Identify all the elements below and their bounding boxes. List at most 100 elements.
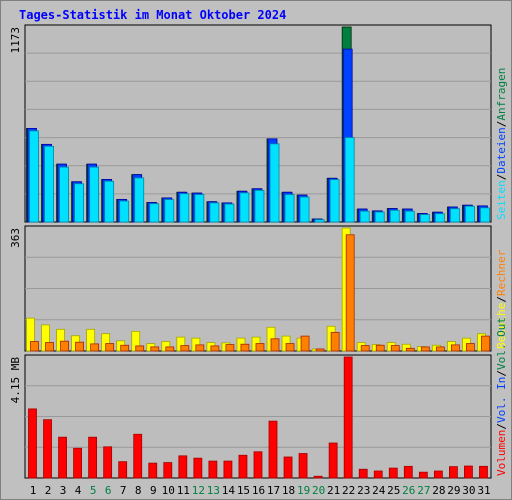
rechner-bar [330,331,340,352]
rechner-bar [105,343,115,352]
volumen-bar [148,462,158,479]
day-label: 1 [30,484,37,497]
day-label: 24 [372,484,386,497]
day-label: 25 [387,484,400,497]
seiten-bar [254,190,265,223]
rechner-bar [60,340,69,352]
volumen-bar [328,442,338,479]
day-label: 31 [477,484,490,497]
rechner-bar [135,345,145,352]
seiten-bar [134,177,145,223]
legend-entry: Vol. Out [495,317,508,370]
seiten-bar [164,199,175,223]
legend-entry: / [495,370,508,377]
day-label: 15 [237,484,250,497]
volumen-bar [43,419,52,479]
day-label: 20 [312,484,325,497]
seiten-bar [74,183,84,223]
seiten-bar [284,194,295,223]
rechner-bar [481,335,490,352]
legend-entry: Seiten [495,180,508,220]
seiten-bar [314,219,325,223]
rechner-bar [315,348,325,352]
rechner-bar [45,342,54,352]
seiten-bar [404,210,415,223]
seiten-bar [480,207,490,223]
rechner-bar [435,346,445,352]
volumen-bar [358,468,368,479]
rechner-bar [180,345,190,352]
seiten-bar [434,213,445,223]
seiten-bar [44,145,54,223]
rechner-bar [375,344,385,352]
rechner-bar [360,345,370,352]
seiten-bar [239,192,250,223]
volumen-bar [133,433,143,479]
rechner-bar [390,345,400,352]
volumen-bar [418,471,428,479]
rechner-bar [210,345,220,352]
day-label: 27 [417,484,430,497]
volumen-bar [178,455,188,479]
volumen-bar [479,465,488,479]
volumen-bar [283,456,293,479]
bottom-legend: Volumen/Vol. In/Vol. Out [495,317,508,476]
rechner-bar [420,346,430,352]
volumen-bar [28,408,37,479]
rechner-bar [165,346,175,352]
volumen-bar [103,446,113,479]
volumen-bar [343,356,353,479]
rechner-bar [405,347,415,352]
seiten-bar [59,166,69,223]
day-label: 22 [342,484,355,497]
rechner-bar [195,344,205,352]
seiten-bar [179,193,190,223]
rechner-bar [255,343,265,352]
volumen-bar [449,466,458,479]
day-label: 13 [207,484,220,497]
seiten-bar [419,214,430,223]
legend-entry: Vol. In [495,377,508,423]
volumen-bar [298,453,308,479]
seiten-bar [29,130,39,223]
rechner-bar [451,344,460,352]
day-label: 30 [462,484,475,497]
legend-entry: / [495,174,508,181]
seiten-bar [465,205,475,223]
seiten-bar [374,211,385,223]
seiten-bar [299,196,310,223]
volumen-bar [433,470,443,479]
day-label: 2 [45,484,52,497]
day-label: 7 [120,484,127,497]
bottom-ymax-label: 4.15 MB [9,357,22,404]
middle-ymax-label: 363 [9,228,22,248]
chart-title: Tages-Statistik im Monat Oktober 2024 [19,8,287,22]
seiten-bar [104,180,115,223]
legend-entry: / [495,296,508,303]
rechner-bar [466,343,475,352]
rechner-bar [225,344,235,352]
seiten-bar [194,194,205,223]
rechner-bar [345,234,355,352]
legend-entry: / [495,121,508,128]
rechner-bar [30,341,39,352]
day-label: 6 [105,484,112,497]
day-label: 12 [192,484,205,497]
seiten-bar [119,200,130,223]
day-label: 29 [447,484,460,497]
volumen-bar [163,462,173,479]
day-label: 11 [177,484,190,497]
top-legend: Seiten/Dateien/Anfragen [495,68,508,220]
day-label: 14 [222,484,236,497]
volumen-bar [388,467,398,479]
seiten-bar [89,166,100,223]
volumen-bar [88,436,98,479]
rechner-bar [285,343,295,352]
day-label: 16 [252,484,265,497]
volumen-bar [373,470,383,479]
volumen-bar [313,475,323,479]
seiten-bar [149,203,160,223]
day-label: 10 [162,484,175,497]
